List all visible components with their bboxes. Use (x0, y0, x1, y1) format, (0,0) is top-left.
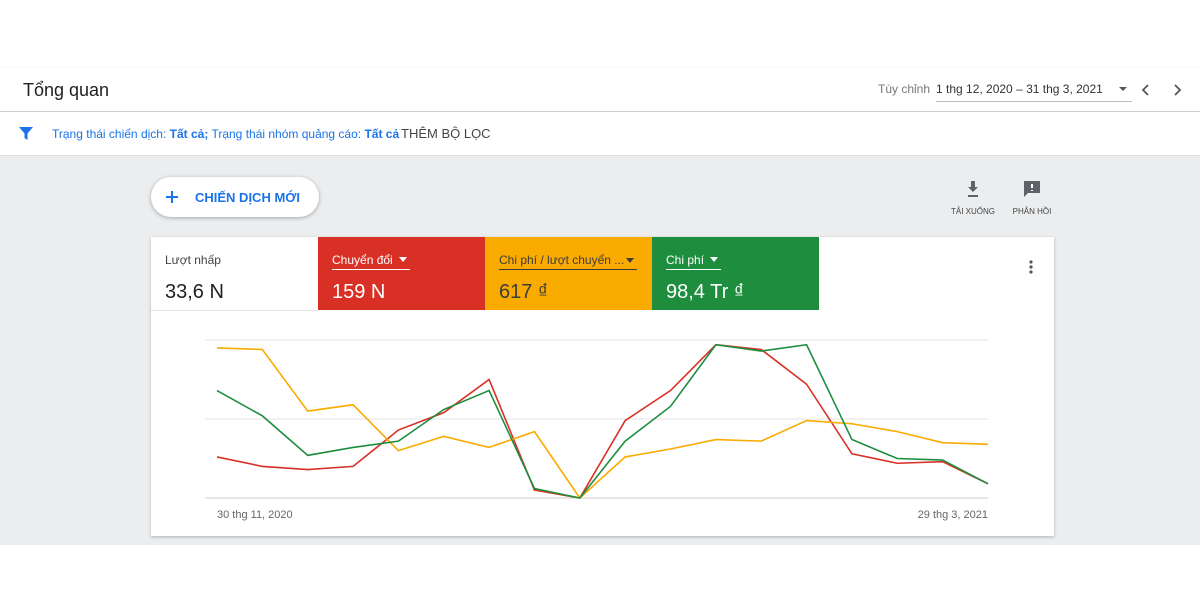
filter-bar: Trạng thái chiến dịch: Tất cả; Trạng thá… (0, 112, 1200, 156)
chart-card: Lượt nhấp 33,6 N Chuyển đổi 159 N Chi phí … (151, 237, 1054, 536)
metric-tile[interactable]: Chuyển đổi 159 N (318, 237, 485, 310)
dropdown-icon (710, 257, 719, 262)
download-button[interactable]: TẢI XUỐNG (950, 180, 996, 216)
page-title: Tổng quan (23, 80, 110, 100)
dropdown-icon (626, 258, 634, 263)
download-label: TẢI XUỐNG (950, 207, 995, 216)
add-filter[interactable]: THÊM BỘ LỌC (401, 126, 491, 141)
x-tick-label: 30 thg 11, 2020 (217, 509, 293, 521)
new-campaign-button[interactable]: CHIẾN DỊCH MỚI (151, 177, 319, 217)
metric-value: 617 ₫ (499, 281, 549, 303)
feedback-button[interactable]: PHẢN HỒI (1010, 180, 1054, 216)
dropdown-icon (398, 257, 407, 262)
metric-tile[interactable]: Chi phí 98,4 Tr ₫ (652, 237, 819, 310)
filter-icon (19, 127, 33, 140)
metric-value: 159 N (332, 281, 386, 303)
date-range[interactable]: 1 thg 12, 2020 – 31 thg 3, 2021 (936, 82, 1132, 102)
metric-name: Lượt nhấp (165, 253, 221, 267)
plus-icon (166, 191, 178, 203)
more-icon[interactable] (1028, 259, 1034, 275)
filter-text[interactable]: Trạng thái chiến dịch: Tất cả; Trạng thá… (52, 127, 399, 141)
chart: 30 thg 11, 2020 29 thg 3, 2021 (205, 339, 989, 521)
top-bar: Tổng quan Tùy chỉnh 1 thg 12, 2020 – 31 … (0, 68, 1200, 112)
metric-name: Chi phí (666, 253, 705, 267)
metric-name: Chuyển đổi (332, 253, 393, 267)
metric-value: 33,6 N (165, 281, 224, 303)
date-nav[interactable] (1116, 82, 1192, 98)
new-campaign-label: CHIẾN DỊCH MỚI (195, 190, 300, 205)
series-line (216, 343, 989, 499)
metric-tile[interactable]: Chi phí / lượt chuyển ... 617 ₫ (485, 237, 652, 310)
metric-value: 98,4 Tr ₫ (666, 281, 745, 303)
x-tick-label: 29 thg 3, 2021 (918, 509, 988, 521)
filter-label: Trạng thái chiến dịch: (52, 127, 167, 141)
series-line (216, 347, 989, 500)
feedback-icon (1024, 181, 1040, 197)
filter-value: Tất cả; (169, 127, 209, 141)
download-icon (968, 181, 978, 197)
filter-label: Trạng thái nhóm quảng cáo: (211, 127, 362, 141)
feedback-label: PHẢN HỒI (1012, 207, 1052, 216)
series-line (216, 343, 989, 499)
metric-name: Chi phí / lượt chuyển ... (499, 253, 625, 267)
range-label: Tùy chỉnh (878, 82, 931, 96)
filter-value: Tất cả (364, 127, 400, 141)
metric-tile[interactable]: Lượt nhấp 33,6 N (151, 237, 318, 311)
